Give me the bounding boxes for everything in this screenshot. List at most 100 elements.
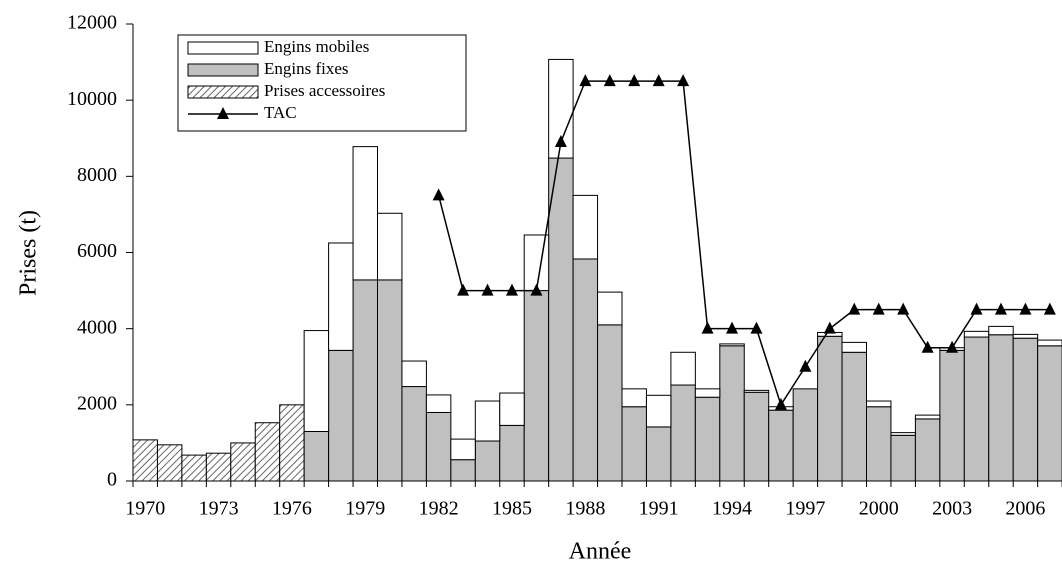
- bar: [743, 389, 770, 393]
- bar: [890, 432, 916, 436]
- legend-swatch: [187, 63, 259, 77]
- x-tick-label: 1973: [199, 498, 239, 520]
- bar: [523, 290, 550, 482]
- marker: [481, 283, 494, 296]
- bar: [1037, 345, 1062, 482]
- marker: [726, 321, 739, 334]
- x-tick-label: 1985: [492, 498, 532, 520]
- bar: [352, 146, 378, 281]
- bar: [303, 430, 330, 482]
- bar: [401, 360, 427, 388]
- marker: [823, 321, 836, 334]
- marker: [970, 302, 983, 315]
- marker: [603, 74, 616, 87]
- marker: [432, 188, 445, 201]
- legend-swatch: [187, 41, 259, 55]
- bar: [499, 424, 525, 482]
- marker: [994, 302, 1007, 315]
- bar: [670, 351, 696, 386]
- y-axis-label: Prises (t): [16, 210, 42, 296]
- x-tick-label: 1994: [712, 498, 752, 520]
- x-axis-label: Année: [569, 539, 632, 565]
- legend-swatch: [187, 85, 259, 99]
- bar: [988, 325, 1014, 336]
- bar: [841, 341, 867, 353]
- bar: [597, 324, 623, 482]
- bar: [254, 422, 281, 482]
- bar: [548, 157, 574, 482]
- bar: [866, 400, 892, 408]
- bar: [572, 194, 599, 260]
- legend: Engins mobiles Engins fixes Prises accesso…: [177, 34, 467, 132]
- bar: [156, 444, 183, 482]
- bar: [279, 404, 305, 482]
- x-tick-label: 1979: [345, 498, 385, 520]
- bar: [645, 426, 672, 482]
- marker: [1043, 302, 1056, 315]
- bar: [988, 334, 1014, 482]
- y-tick-label: 6000: [77, 240, 117, 262]
- bar: [621, 406, 647, 482]
- marker: [872, 302, 885, 315]
- x-tick-label: 2003: [932, 498, 972, 520]
- bar: [694, 396, 721, 482]
- bar: [425, 394, 452, 413]
- x-tick-label: 1970: [125, 498, 165, 520]
- x-tick-label: 1988: [565, 498, 605, 520]
- marker: [505, 283, 518, 296]
- bar: [792, 388, 819, 482]
- bar: [939, 349, 965, 482]
- bar: [572, 258, 599, 482]
- bar: [914, 418, 941, 482]
- marker: [530, 283, 543, 296]
- line: [437, 80, 1050, 407]
- bar: [377, 212, 403, 281]
- marker: [701, 321, 714, 334]
- bar: [1012, 333, 1039, 339]
- bar: [645, 394, 672, 428]
- bar: [866, 406, 892, 482]
- legend-label: Prises accessoires: [264, 81, 385, 100]
- marker: [579, 74, 592, 87]
- marker: [921, 340, 934, 353]
- bar: [328, 349, 354, 482]
- legend-swatch: [217, 107, 229, 119]
- bar: [743, 391, 770, 482]
- marker: [457, 283, 470, 296]
- x-tick-label: 1991: [639, 498, 679, 520]
- bar: [352, 279, 378, 482]
- marker: [554, 135, 567, 148]
- bar: [1037, 339, 1062, 347]
- marker: [750, 321, 763, 334]
- marker: [848, 302, 861, 315]
- bar: [450, 459, 476, 482]
- y-tick-label: 0: [107, 469, 117, 491]
- bar: [817, 335, 843, 482]
- bar: [499, 392, 525, 426]
- bar: [377, 279, 403, 482]
- bar: [768, 409, 794, 482]
- y-tick-label: 10000: [67, 88, 117, 110]
- bar: [719, 345, 745, 482]
- bar: [401, 386, 427, 482]
- bar: [328, 242, 354, 351]
- bar: [719, 343, 745, 347]
- bar: [523, 234, 550, 292]
- marker: [677, 74, 690, 87]
- bar: [474, 440, 501, 482]
- bar: [963, 336, 990, 482]
- bar: [1012, 337, 1039, 482]
- bar: [425, 411, 452, 482]
- marker: [799, 359, 812, 372]
- bar: [914, 414, 941, 420]
- legend-label: Engins mobiles: [264, 37, 369, 56]
- y-tick-label: 12000: [67, 12, 117, 34]
- bar: [132, 439, 158, 482]
- bar: [450, 438, 476, 461]
- x-tick-label: 2006: [1005, 498, 1045, 520]
- legend-label: TAC: [264, 103, 297, 122]
- y-tick-label: 8000: [77, 164, 117, 186]
- marker: [652, 74, 665, 87]
